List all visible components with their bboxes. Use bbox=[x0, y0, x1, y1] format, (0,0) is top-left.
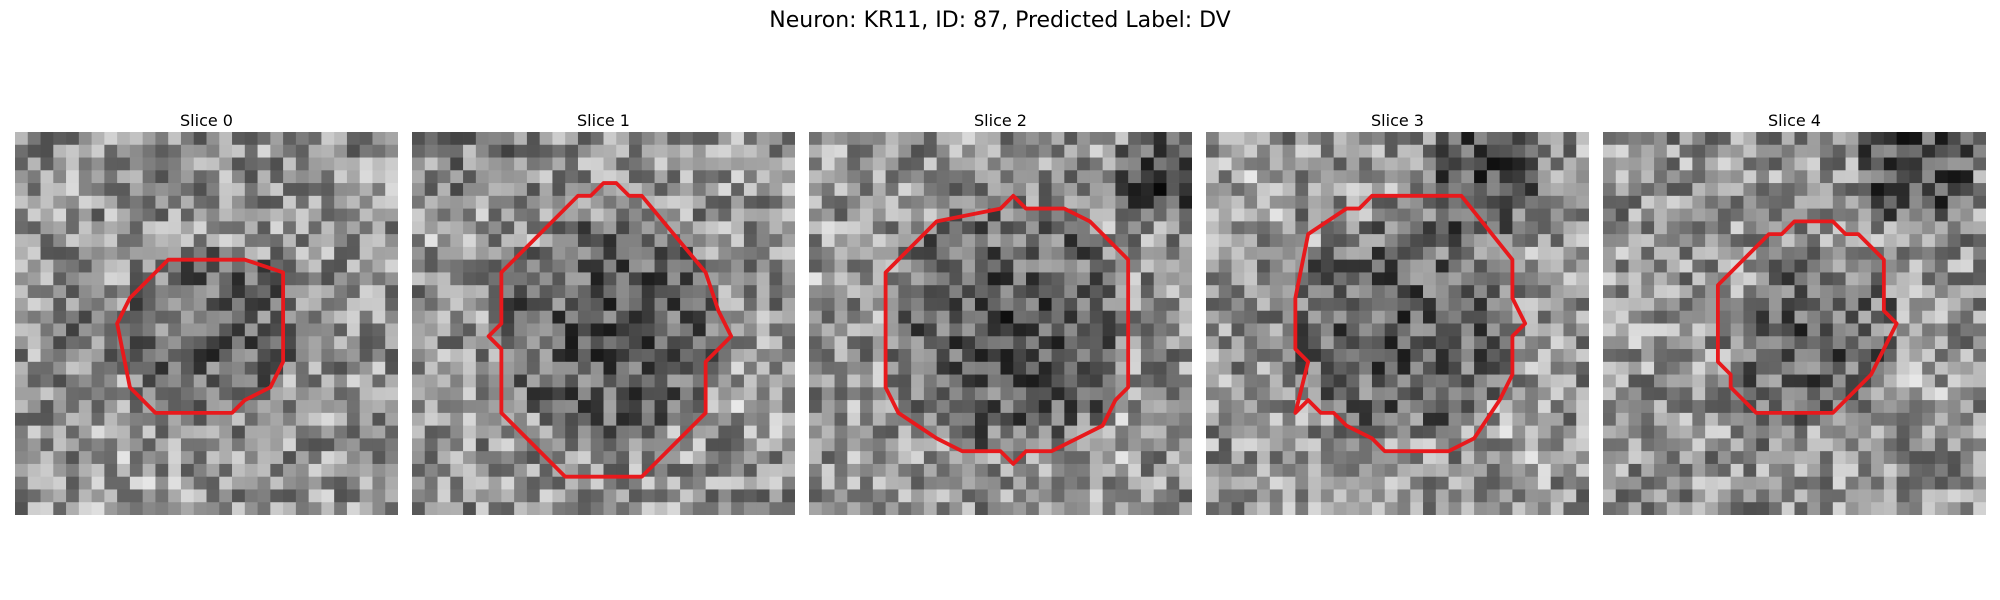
slice-title: Slice 0 bbox=[180, 111, 233, 130]
slice-image bbox=[1603, 132, 1986, 515]
slice-panel-3: Slice 3 bbox=[1206, 110, 1589, 515]
image-pixels bbox=[1206, 132, 1589, 515]
slice-image bbox=[1206, 132, 1589, 515]
slice-image bbox=[412, 132, 795, 515]
slice-title: Slice 2 bbox=[974, 111, 1027, 130]
slice-panel-2: Slice 2 bbox=[809, 110, 1192, 515]
image-pixels bbox=[15, 132, 398, 515]
slice-title: Slice 1 bbox=[577, 111, 630, 130]
neuron-contour bbox=[115, 257, 286, 415]
neuron-contour bbox=[486, 181, 734, 479]
slice-panel-4: Slice 4 bbox=[1603, 110, 1986, 515]
slice-panel-1: Slice 1 bbox=[412, 110, 795, 515]
figure-title: Neuron: KR11, ID: 87, Predicted Label: D… bbox=[769, 8, 1231, 33]
image-pixels bbox=[809, 132, 1192, 515]
neuron-contour bbox=[883, 193, 1131, 466]
neuron-contour bbox=[1715, 219, 1899, 415]
neuron-contour bbox=[1293, 193, 1528, 454]
slice-panel-0: Slice 0 bbox=[15, 110, 398, 515]
slice-title: Slice 4 bbox=[1768, 111, 1821, 130]
image-pixels bbox=[412, 132, 795, 515]
image-pixels bbox=[1603, 132, 1986, 515]
slice-image bbox=[809, 132, 1192, 515]
slice-title: Slice 3 bbox=[1371, 111, 1424, 130]
slice-image bbox=[15, 132, 398, 515]
